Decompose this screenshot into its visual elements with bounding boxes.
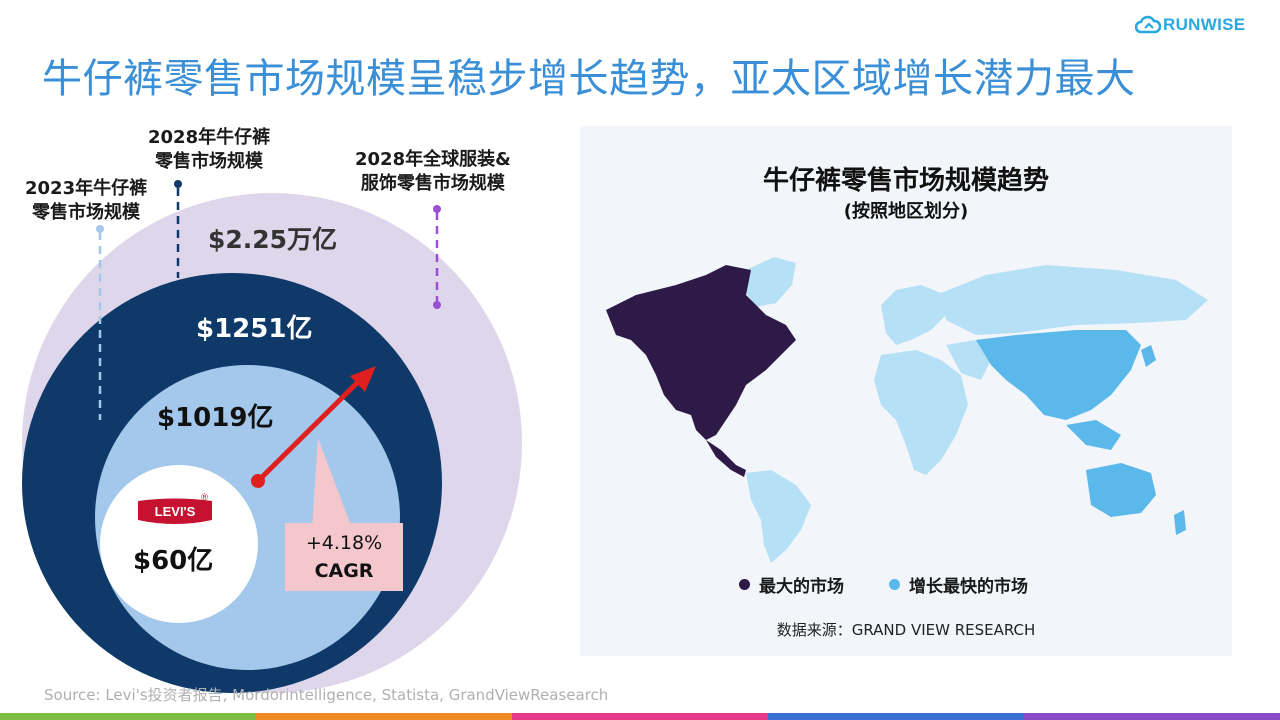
cagr-value: +4.18% — [305, 532, 383, 554]
region-northern-asia — [941, 265, 1208, 335]
cagr-label: CAGR — [314, 560, 374, 582]
region-south-america — [746, 470, 811, 563]
region-central-america — [706, 440, 746, 477]
bottom-color-stripe — [0, 713, 1280, 720]
callout-dot-2028-global — [433, 205, 441, 213]
global-apparel-value: $2.25万亿 — [208, 225, 338, 254]
stripe-segment — [512, 713, 768, 720]
registered-mark-icon: ® — [200, 493, 209, 503]
region-japan — [1141, 345, 1156, 367]
stripe-segment — [256, 713, 512, 720]
stripe-segment — [1024, 713, 1280, 720]
legend-dot-fastest — [889, 579, 900, 590]
callout-2023-jeans: 2023年牛仔裤 零售市场规模 — [25, 177, 147, 225]
levis-revenue-circle — [100, 465, 258, 623]
levis-logo-text: LEVI'S — [155, 504, 196, 519]
legend-fastest-market: 增长最快的市场 — [889, 572, 1028, 597]
brand-logo: RUNWISE — [1135, 12, 1255, 38]
callout-dot-2028-jeans — [174, 180, 182, 188]
legend-largest-market: 最大的市场 — [739, 572, 844, 597]
region-australia — [1086, 463, 1156, 517]
callout-2028-jeans-line1: 2028年牛仔裤 — [148, 127, 271, 148]
callout-2023-line1: 2023年牛仔裤 — [25, 178, 148, 199]
callout-2028-jeans-line2: 零售市场规模 — [155, 151, 264, 172]
legend-dot-largest — [739, 579, 750, 590]
legend-label-fastest: 增长最快的市场 — [909, 577, 1028, 597]
map-subtitle: (按照地区划分) — [843, 201, 969, 222]
callout-lines — [96, 180, 441, 528]
region-southeast-asia — [1066, 420, 1121, 450]
growth-arrow-origin — [251, 474, 265, 488]
map-source: 数据来源：GRAND VIEW RESEARCH — [776, 621, 1036, 639]
callout-dot-2028-global-end — [433, 301, 441, 309]
world-map — [606, 257, 1208, 563]
region-africa — [874, 350, 968, 475]
cagr-pointer — [312, 438, 352, 528]
region-new-zealand — [1174, 510, 1186, 535]
levis-revenue-value: $60亿 — [133, 546, 214, 576]
callout-2028-global: 2028年全球服装& 服饰零售市场规模 — [355, 148, 511, 196]
growth-arrow-head — [350, 366, 376, 392]
callout-2023-line2: 零售市场规模 — [32, 202, 141, 223]
stripe-segment — [0, 713, 256, 720]
region-europe — [881, 285, 946, 345]
jeans-2023-value: $1019亿 — [157, 403, 274, 433]
callout-2028-jeans: 2028年牛仔裤 零售市场规模 — [148, 126, 270, 174]
callout-dot-2023 — [96, 225, 104, 233]
stripe-segment — [768, 713, 1024, 720]
brand-name: RUNWISE — [1163, 15, 1246, 34]
jeans-2028-value: $1251亿 — [196, 314, 313, 344]
legend-label-largest: 最大的市场 — [759, 577, 844, 597]
region-asia — [976, 330, 1141, 420]
cagr-box: +4.18% CAGR — [285, 523, 403, 591]
region-north-america — [606, 265, 796, 440]
region-middle-east — [946, 340, 991, 380]
page-title: 牛仔裤零售市场规模呈稳步增长趋势，亚太区域增长潜力最大 — [42, 56, 1136, 102]
growth-arrow-shaft — [256, 376, 364, 483]
cloud-icon — [1135, 15, 1161, 34]
map-title: 牛仔裤零售市场规模趋势 — [762, 166, 1049, 196]
callout-2028-global-line2: 服饰零售市场规模 — [360, 173, 505, 194]
levis-logo: LEVI'S — [138, 498, 212, 524]
callout-2028-global-line1: 2028年全球服装& — [355, 149, 511, 170]
region-greenland — [744, 257, 796, 307]
footer-source: Source: Levi's投资者报告, Mordorintelligence,… — [44, 686, 609, 704]
